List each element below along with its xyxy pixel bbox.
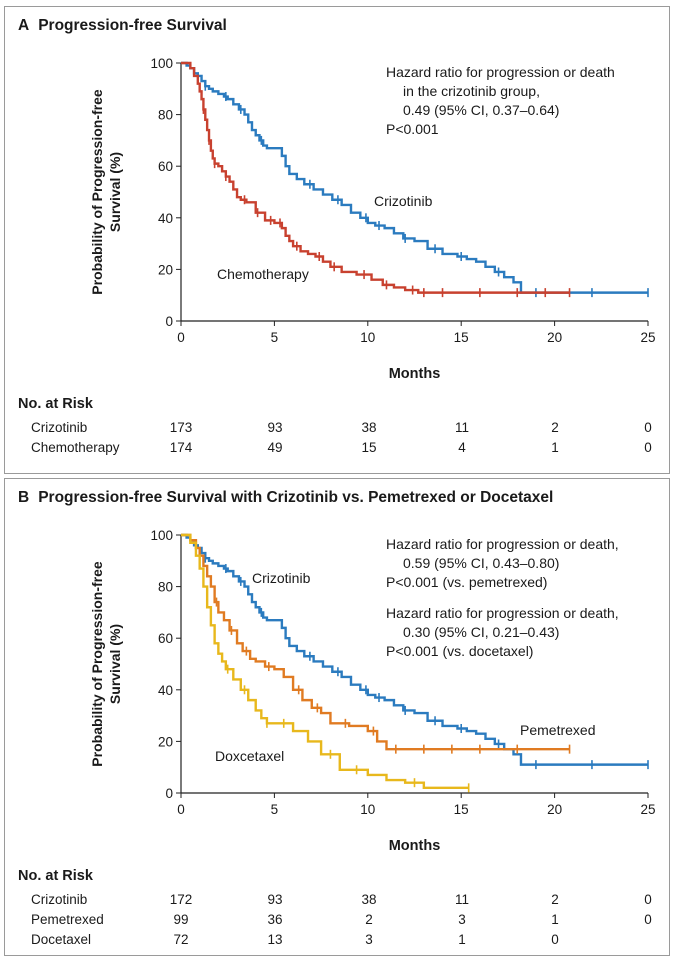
panel-a: A Progression-free Survival 0 5 10 15 20 25 0 20… <box>4 6 670 474</box>
x-tick-label: 10 <box>360 802 375 817</box>
x-tick-label: 10 <box>360 330 375 345</box>
risk-count: 99 <box>173 912 189 927</box>
risk-count: 0 <box>644 892 652 907</box>
x-tick-label: 20 <box>547 802 562 817</box>
risk-count: 4 <box>458 440 466 455</box>
x-axis-label: Months <box>389 366 441 382</box>
series-line <box>181 61 648 294</box>
risk-count: 174 <box>169 440 193 455</box>
y-tick-label: 20 <box>158 262 173 277</box>
panel-a-title: A Progression-free Survival <box>18 17 227 35</box>
annotation-text: 0.30 (95% CI, 0.21–0.43) <box>403 624 559 640</box>
risk-count: 2 <box>551 892 559 907</box>
y-axis-label: Survival (%) <box>107 152 123 232</box>
y-axis-label: Probability of Progression-free <box>89 561 105 767</box>
x-tick-label: 20 <box>547 330 562 345</box>
y-tick-label: 80 <box>158 580 173 595</box>
series-label: Crizotinib <box>252 570 311 586</box>
y-tick-label: 40 <box>158 683 173 698</box>
risk-count: 38 <box>361 420 377 435</box>
series-line <box>181 533 648 766</box>
risk-count: 11 <box>454 420 470 435</box>
y-tick-label: 60 <box>158 159 173 174</box>
risk-count: 38 <box>361 892 377 907</box>
risk-count: 36 <box>267 912 283 927</box>
x-tick-label: 5 <box>271 802 279 817</box>
annotation-text: 0.59 (95% CI, 0.43–0.80) <box>403 555 559 571</box>
risk-count: 173 <box>169 420 193 435</box>
risk-row-label: Crizotinib <box>31 420 88 435</box>
series-label: Chemotherapy <box>217 266 309 282</box>
annotation-text: 0.49 (95% CI, 0.37–0.64) <box>403 102 559 118</box>
series-label: Pemetrexed <box>520 722 595 738</box>
annotation-text: in the crizotinib group, <box>403 83 540 99</box>
y-tick-label: 100 <box>150 528 173 543</box>
risk-count: 15 <box>361 440 377 455</box>
x-tick-label: 5 <box>271 330 279 345</box>
panel-b-title: B Progression-free Survival with Crizotin… <box>18 489 553 507</box>
y-tick-label: 80 <box>158 108 173 123</box>
annotation-text: Hazard ratio for progression or death, <box>386 536 619 552</box>
chart-b: 0 5 10 15 20 25 0 20 40 60 80 100 Months Probability … <box>89 528 656 854</box>
x-tick-label: 0 <box>177 802 185 817</box>
risk-table-title: No. at Risk <box>18 868 93 884</box>
risk-count: 0 <box>644 420 652 435</box>
risk-count: 11 <box>454 892 470 907</box>
x-tick-label: 25 <box>640 802 655 817</box>
y-tick-label: 60 <box>158 631 173 646</box>
panel-title-text: Progression-free Survival <box>38 17 227 34</box>
risk-count: 93 <box>267 420 283 435</box>
risk-count: 93 <box>267 892 283 907</box>
y-tick-label: 0 <box>165 314 173 329</box>
y-axis-label: Survival (%) <box>107 624 123 704</box>
risk-count: 0 <box>644 440 652 455</box>
panel-letter: B <box>18 489 30 506</box>
risk-row-label: Docetaxel <box>31 932 92 947</box>
risk-count: 3 <box>458 912 466 927</box>
risk-row-label: Pemetrexed <box>31 912 104 927</box>
x-tick-label: 15 <box>454 330 469 345</box>
panel-letter: A <box>18 17 30 34</box>
annotation-text: Hazard ratio for progression or death <box>386 64 615 80</box>
risk-count: 2 <box>551 420 559 435</box>
series-label: Crizotinib <box>374 193 433 209</box>
risk-count: 1 <box>551 912 559 927</box>
risk-count: 49 <box>267 440 283 455</box>
x-axis-label: Months <box>389 838 441 854</box>
annotation-text: P<0.001 (vs. docetaxel) <box>386 643 533 659</box>
x-tick-label: 0 <box>177 330 185 345</box>
y-tick-label: 0 <box>165 786 173 801</box>
risk-count: 172 <box>169 892 193 907</box>
series-label: Doxcetaxel <box>215 748 284 764</box>
risk-count: 0 <box>644 912 652 927</box>
annotation-text: P<0.001 (vs. pemetrexed) <box>386 574 547 590</box>
y-tick-label: 20 <box>158 734 173 749</box>
annotation-text: P<0.001 <box>386 121 439 137</box>
risk-table-title: No. at Risk <box>18 396 93 412</box>
series-line <box>181 533 469 790</box>
risk-count: 0 <box>551 932 559 947</box>
annotation-text: Hazard ratio for progression or death, <box>386 605 619 621</box>
risk-count: 3 <box>365 932 373 947</box>
risk-count: 2 <box>365 912 373 927</box>
panel-b: B Progression-free Survival with Crizotin… <box>4 478 670 956</box>
y-tick-label: 40 <box>158 211 173 226</box>
risk-count: 1 <box>551 440 559 455</box>
y-axis-label: Probability of Progression-free <box>89 89 105 295</box>
series-line <box>181 533 570 751</box>
risk-count: 13 <box>267 932 283 947</box>
risk-count: 1 <box>458 932 466 947</box>
chart-a: 0 5 10 15 20 25 0 20 40 60 80 100 Months Probability … <box>89 56 656 382</box>
y-tick-label: 100 <box>150 56 173 71</box>
panel-title-text: Progression-free Survival with Crizotini… <box>38 489 554 506</box>
x-tick-label: 15 <box>454 802 469 817</box>
x-tick-label: 25 <box>640 330 655 345</box>
risk-row-label: Chemotherapy <box>31 440 120 455</box>
risk-count: 72 <box>173 932 189 947</box>
risk-row-label: Crizotinib <box>31 892 88 907</box>
series-line <box>181 61 570 294</box>
